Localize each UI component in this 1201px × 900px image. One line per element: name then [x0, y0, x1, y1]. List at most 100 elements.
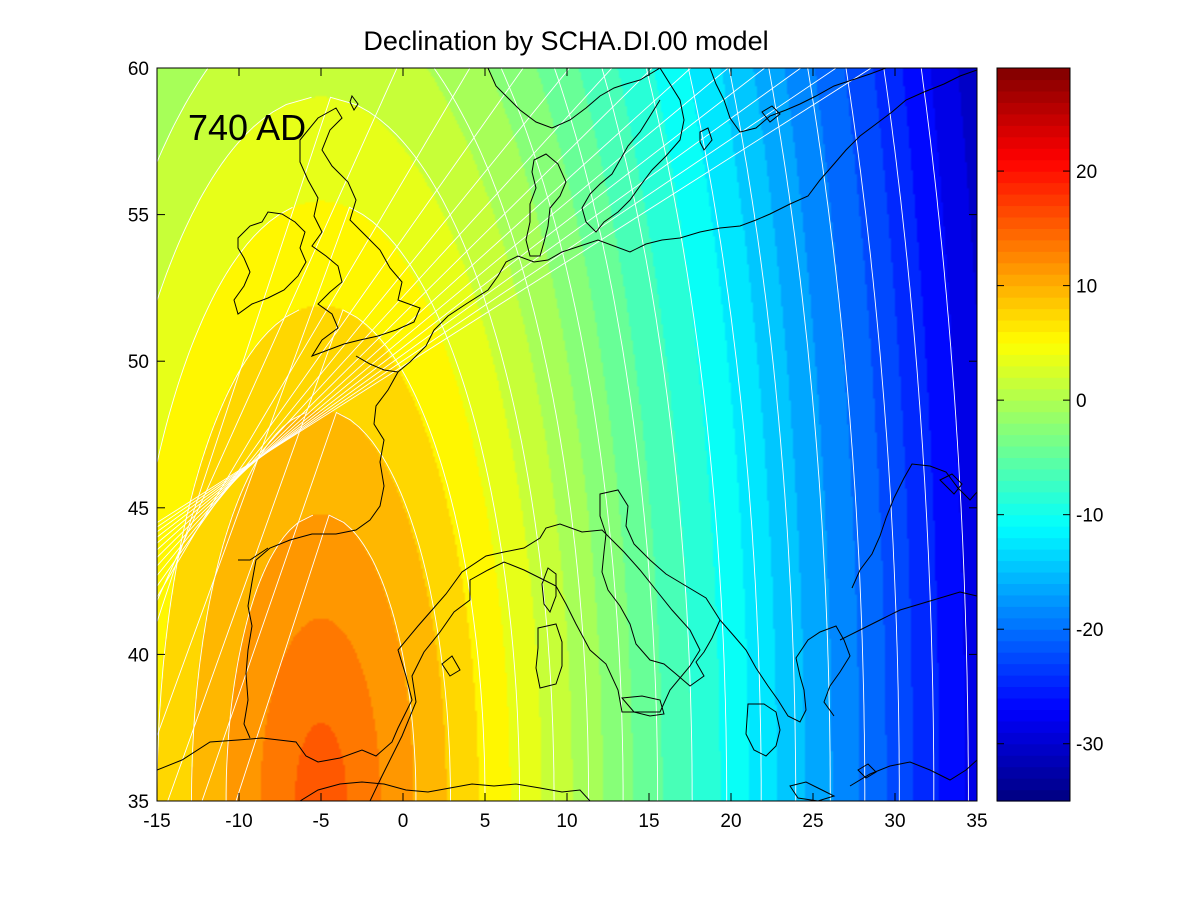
- x-tick-label: 35: [966, 811, 987, 832]
- contour-line: [157, 68, 693, 801]
- colorbar-band: [997, 285, 1070, 298]
- coastline-sweden: [581, 68, 685, 233]
- y-tick-label: 55: [128, 206, 149, 227]
- colorbar-band: [997, 274, 1070, 287]
- colorbar-band: [997, 434, 1070, 447]
- colorbar-band: [997, 480, 1070, 493]
- y-tick-label: 35: [128, 792, 149, 813]
- colorbar-band: [997, 125, 1070, 138]
- coastline-africa: [299, 781, 591, 801]
- y-tick-label: 60: [128, 59, 149, 80]
- coastline-sicily: [620, 695, 665, 717]
- colorbar-band: [997, 491, 1070, 504]
- coastline-balkans: [719, 619, 851, 723]
- colorbar-tick-label: -30: [1076, 735, 1103, 756]
- colorbar-band: [997, 686, 1070, 699]
- y-tick-label: 40: [128, 645, 149, 666]
- y-tick-label: 50: [128, 352, 149, 373]
- colorbar-band: [997, 697, 1070, 710]
- colorbar-tick-label: 20: [1076, 162, 1097, 183]
- contour-line: [225, 514, 417, 801]
- x-tick-label: -5: [313, 811, 330, 832]
- colorbar-band: [997, 560, 1070, 573]
- colorbar-band: [997, 365, 1070, 378]
- colorbar-band: [997, 652, 1070, 665]
- colorbar-band: [997, 411, 1070, 424]
- contour-line: [157, 68, 900, 801]
- colorbar-frame: [996, 67, 1071, 802]
- coastline-greece: [745, 703, 781, 757]
- coastline-north-europe: [397, 69, 977, 373]
- x-tick-label: 5: [480, 811, 491, 832]
- coastline-italy: [599, 489, 721, 687]
- contour-line: [157, 68, 969, 801]
- colorbar-band: [997, 319, 1070, 333]
- x-tick-label: 10: [556, 811, 577, 832]
- colorbar-band: [997, 720, 1070, 733]
- x-tick-label: -10: [225, 811, 252, 832]
- x-tick-label: 0: [398, 811, 409, 832]
- contour-line: [157, 68, 797, 801]
- colorbar-band: [997, 308, 1070, 321]
- contour-line: [157, 309, 486, 801]
- coastline-denmark: [525, 153, 567, 257]
- contour-line: [191, 411, 451, 801]
- colorbar-band: [997, 617, 1070, 630]
- coastline-ireland: [233, 211, 307, 315]
- contour-line: [157, 68, 624, 801]
- colorbar-band: [997, 388, 1070, 401]
- contour-line: [157, 68, 659, 801]
- colorbar-band: [997, 457, 1070, 470]
- colorbar-band: [997, 331, 1070, 344]
- colorbar-band: [997, 789, 1070, 802]
- x-tick-label: 25: [802, 811, 823, 832]
- colorbar-band: [997, 182, 1070, 195]
- colorbar-band: [997, 583, 1070, 596]
- colorbar-band: [997, 514, 1070, 527]
- colorbar-tick-label: -20: [1076, 620, 1103, 641]
- contour-line: [157, 68, 831, 801]
- coastline-black-sea: [851, 463, 977, 589]
- colorbar-band: [997, 778, 1070, 791]
- coastline-turkey-south: [849, 759, 977, 787]
- colorbar-band: [997, 216, 1070, 229]
- contour-line: [157, 68, 590, 801]
- coastline-gotland: [699, 127, 713, 151]
- coastline-anatolia: [839, 591, 977, 641]
- colorbar-band: [997, 709, 1070, 722]
- chart-title: Declination by SCHA.DI.00 model: [363, 26, 768, 56]
- contour-line: [157, 68, 866, 801]
- epoch-label: 740 AD: [188, 107, 306, 148]
- colorbar-band: [997, 743, 1070, 756]
- colorbar-band: [997, 468, 1070, 481]
- colorbar-band: [997, 68, 1070, 81]
- colorbar-band: [997, 423, 1070, 436]
- contour-lines: [157, 68, 969, 801]
- colorbar-band: [997, 400, 1070, 413]
- colorbar-band: [997, 549, 1070, 562]
- x-tick-label: -15: [143, 811, 170, 832]
- coastline-sardinia: [535, 623, 563, 689]
- coastline-cyprus: [857, 763, 877, 779]
- coastline-balearic: [441, 655, 461, 677]
- contour-line: [157, 96, 555, 801]
- colorbar-band: [997, 159, 1070, 172]
- colorbar-band: [997, 675, 1070, 688]
- colorbar-tick-label: 10: [1076, 277, 1097, 298]
- contour-line: [157, 206, 520, 801]
- coastline-saaremaa: [761, 105, 781, 123]
- colorbar-band: [997, 148, 1070, 161]
- colorbar-band: [997, 766, 1070, 779]
- coastline-iberia-west: [238, 547, 269, 561]
- coastline-finland-baltic: [709, 68, 887, 133]
- colorbar-band: [997, 102, 1070, 115]
- colorbar-band: [997, 262, 1070, 275]
- declination-field: [157, 68, 977, 801]
- colorbar-band: [997, 171, 1070, 184]
- y-tick-label: 45: [128, 499, 149, 520]
- colorbar: -30 -20 -10 0 10 20: [996, 67, 1103, 802]
- plot-area: 740 AD: [156, 67, 978, 802]
- colorbar-band: [997, 377, 1070, 390]
- coastline-continent: [157, 523, 701, 801]
